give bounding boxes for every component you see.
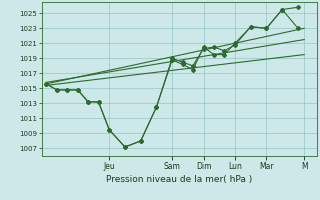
X-axis label: Pression niveau de la mer( hPa ): Pression niveau de la mer( hPa ) [106, 175, 252, 184]
